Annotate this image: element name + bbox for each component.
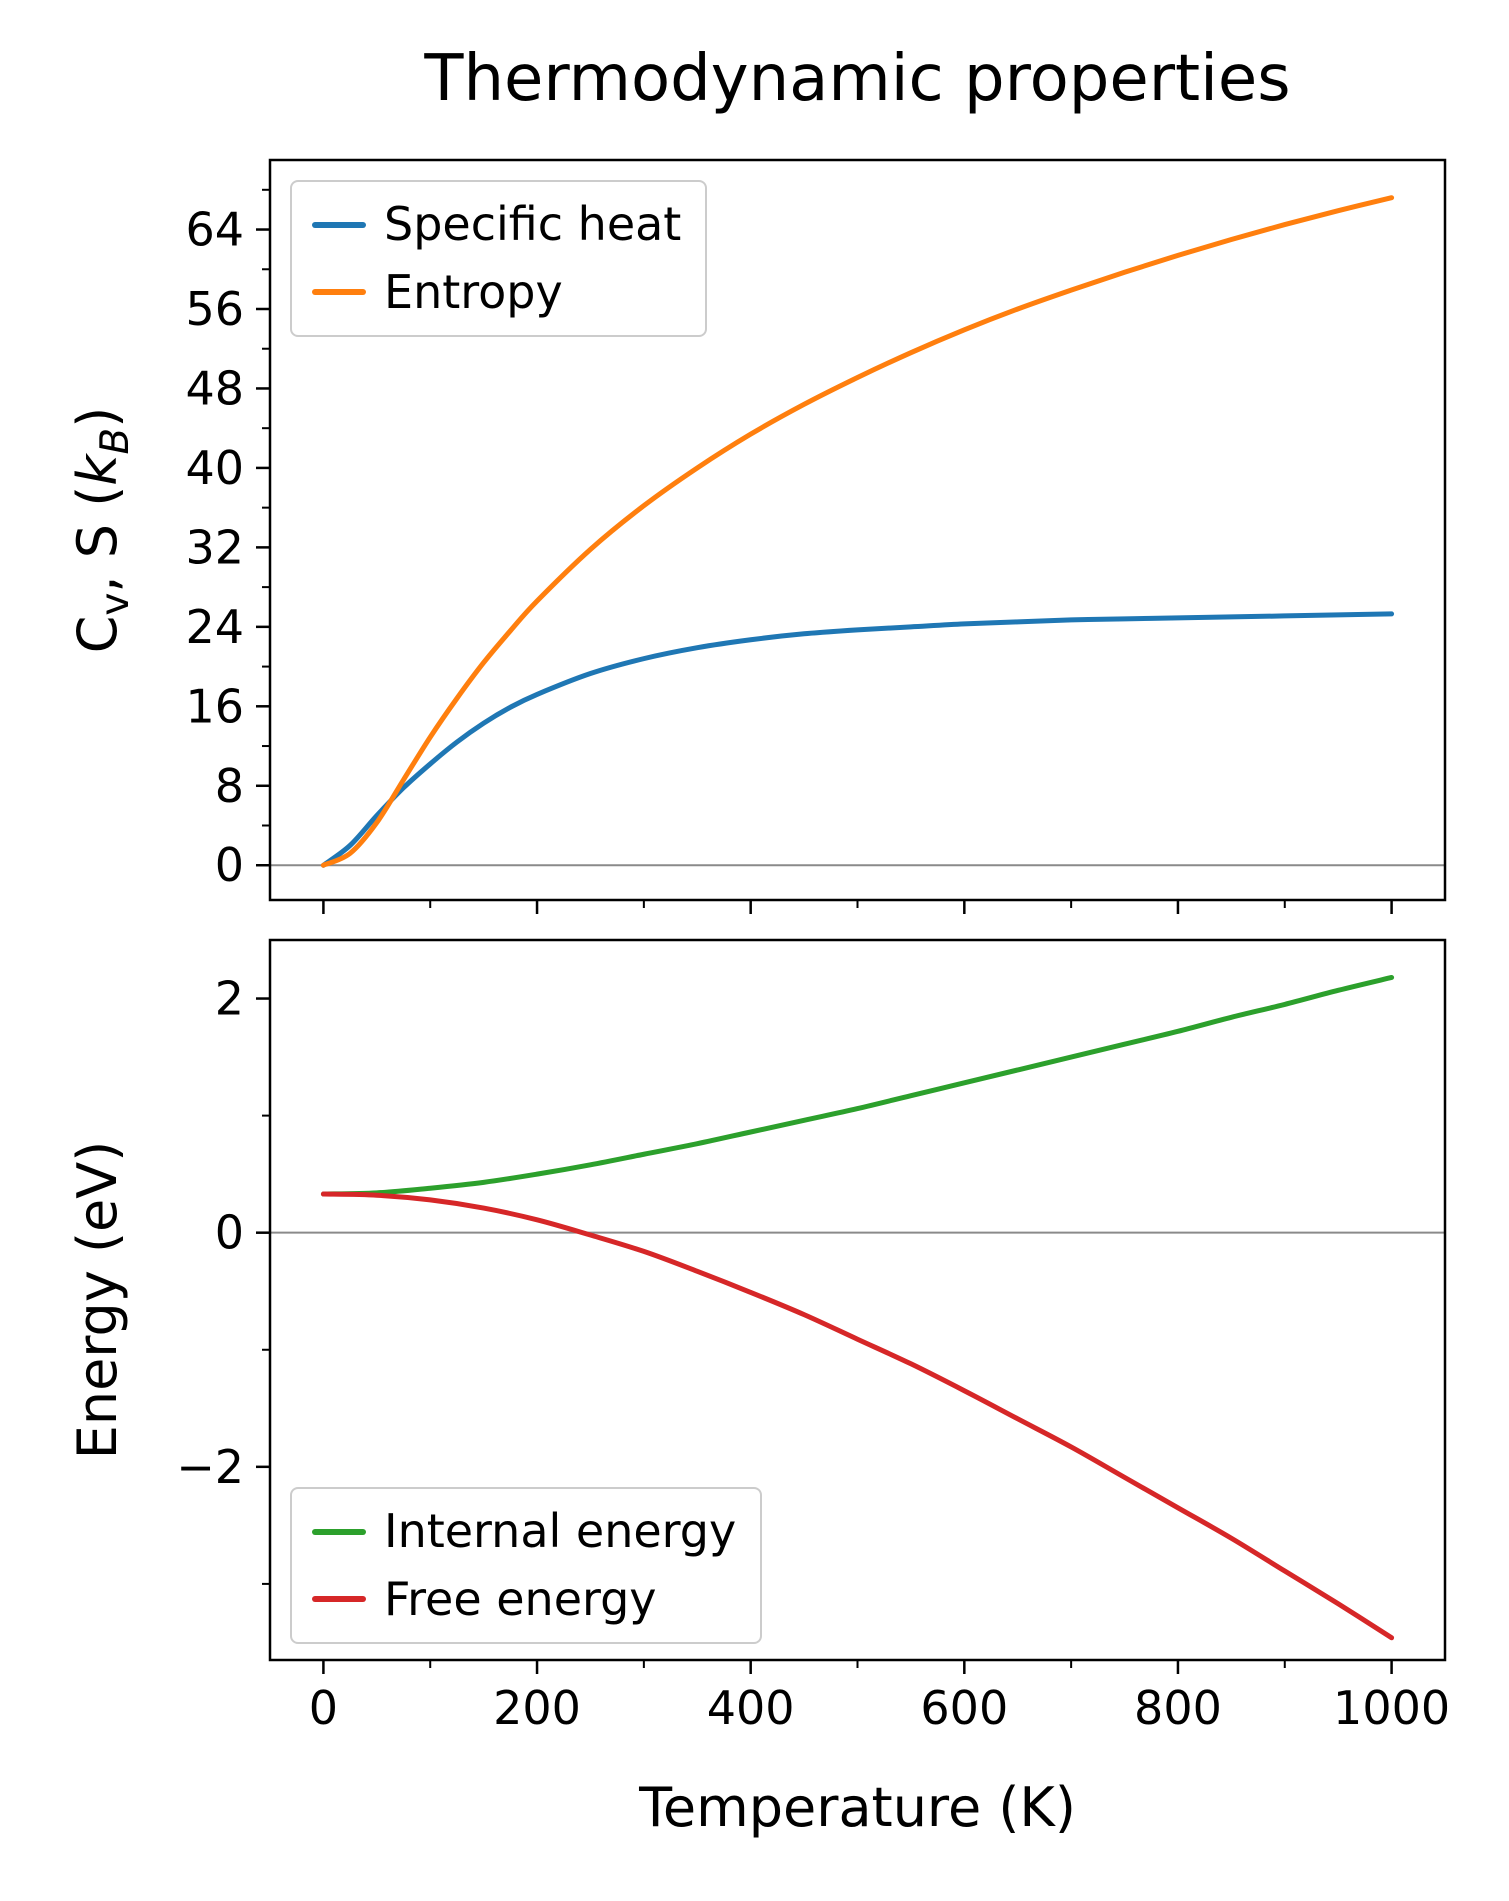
- y-axis-label-cv-s: Cv, S (kB): [66, 407, 138, 654]
- y-tick-label: 24: [185, 600, 244, 654]
- legend-line-sample: [312, 1528, 366, 1535]
- plot-area-energy: 0 200 400 600 800 1000 −2 0 2: [176, 938, 1450, 1735]
- x-tick-label: 400: [707, 1681, 795, 1735]
- x-tick-label: 600: [920, 1681, 1008, 1735]
- chart-title: Thermodynamic properties: [424, 42, 1291, 116]
- series-free-energy: [320, 1191, 1395, 1641]
- x-axis-label-temperature: Temperature (K): [639, 1776, 1076, 1839]
- y-tick-label: 0: [215, 1206, 244, 1260]
- label-segment: , S (: [66, 485, 129, 593]
- y-tick-label: 32: [185, 520, 244, 574]
- axes-energy: 0 200 400 600 800 1000 −2 0 2 Internal energy Fre…: [176, 938, 1450, 1735]
- y-tick-label: 40: [185, 441, 244, 495]
- legend-line-sample: [312, 1596, 366, 1603]
- legend-item-specific-heat: Specific heat: [312, 196, 681, 254]
- legend-thermo: Specific heat Entropy: [290, 180, 708, 337]
- y-tick-label: 8: [215, 759, 244, 813]
- y-tick-label: 56: [185, 282, 244, 336]
- legend-line-sample: [312, 289, 366, 296]
- plot-area-thermo: 0 8 16 24 32 40 48 56 64: [185, 158, 1447, 914]
- label-segment: Energy (eV): [66, 1140, 129, 1460]
- label-segment: k: [66, 454, 129, 486]
- x-tick-label: 200: [493, 1681, 581, 1735]
- label-segment: B: [92, 427, 138, 455]
- y-tick-label: 0: [215, 838, 244, 892]
- y-tick-label: 64: [185, 203, 244, 257]
- axes-thermo-properties: 0 8 16 24 32 40 48 56 64 Specific heat Entropy: [185, 158, 1447, 914]
- y-tick-label: 2: [215, 972, 244, 1026]
- x-tick-label: 1000: [1333, 1681, 1450, 1735]
- label-segment: C: [66, 615, 129, 654]
- series-specific-heat: [320, 611, 1395, 868]
- x-tick-label: 800: [1134, 1681, 1222, 1735]
- y-tick-label: 16: [185, 679, 244, 733]
- y-axis-label-energy: Energy (eV): [66, 1141, 129, 1460]
- series-entropy: [320, 195, 1395, 868]
- legend-item-label: Internal energy: [384, 1504, 737, 1558]
- x-tick-label: 0: [309, 1681, 338, 1735]
- legend-item-free-energy: Free energy: [312, 1571, 736, 1629]
- legend-item-entropy: Entropy: [312, 264, 681, 322]
- legend-item-label: Entropy: [384, 264, 563, 319]
- y-tick-label: 48: [185, 361, 244, 415]
- legend-item-label: Free energy: [384, 1571, 657, 1626]
- label-segment: ): [66, 406, 129, 428]
- y-tick-label: −2: [176, 1440, 244, 1494]
- legend-item-label: Specific heat: [384, 197, 682, 251]
- legend-line-sample: [312, 221, 366, 228]
- legend-energy: Internal energy Free energy: [290, 1487, 763, 1644]
- legend-item-internal-energy: Internal energy: [312, 1503, 736, 1561]
- series-internal-energy: [320, 974, 1395, 1197]
- label-segment: v: [92, 592, 138, 616]
